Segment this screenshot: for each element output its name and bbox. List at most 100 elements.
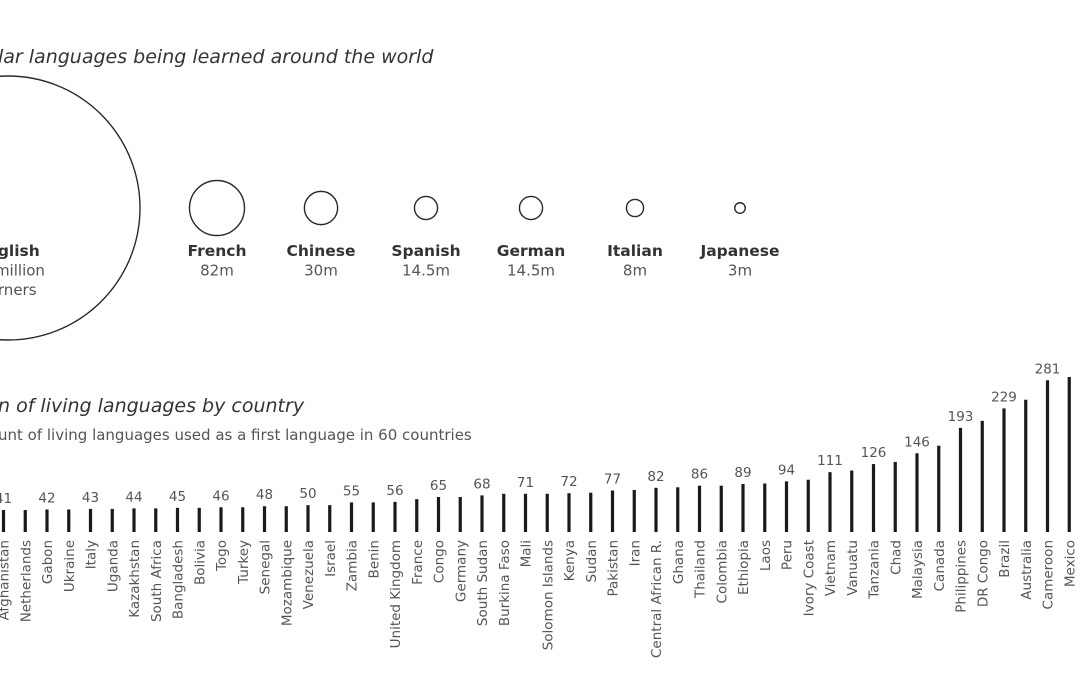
category-label: Ivory Coast <box>801 540 817 616</box>
category-label: Ethiopia <box>736 540 752 595</box>
data-label: 48 <box>256 487 273 503</box>
bar-cameroon <box>1045 380 1050 532</box>
bar-pakistan <box>610 490 615 532</box>
bar-australia <box>1024 399 1028 532</box>
category-label: Central African R. <box>649 540 665 658</box>
bubble-label-french: French <box>187 242 246 260</box>
bar-mali <box>523 493 528 532</box>
category-label: Peru <box>780 540 796 570</box>
category-label: Laos <box>758 540 774 571</box>
category-label: Bolivia <box>192 540 208 585</box>
data-label: 50 <box>299 486 316 502</box>
bubble-german <box>518 195 544 221</box>
data-label: 68 <box>473 476 490 492</box>
category-label: DR Congo <box>975 540 991 607</box>
category-label: Senegal <box>258 540 274 594</box>
category-label: Iran <box>627 540 643 566</box>
bar-germany <box>458 497 462 532</box>
bar-uganda <box>110 508 114 532</box>
data-label: 45 <box>169 489 186 505</box>
bubble-chart: English 00 millionearners French 82m Chinese… <box>0 75 780 341</box>
bar-afghanistan <box>1 510 6 532</box>
bar-sudan <box>589 492 593 532</box>
category-label: Brazil <box>997 540 1013 578</box>
category-label: Congo <box>432 540 448 583</box>
bar-chart: Afghanistan Netherlands Gabon Ukraine Italy U… <box>0 361 1078 658</box>
bar-ivory-coast <box>806 479 810 532</box>
bar-bolivia <box>197 507 201 532</box>
bar-canada <box>937 445 941 532</box>
category-label: Israel <box>323 540 339 577</box>
bar-mexico <box>1067 377 1071 532</box>
data-label: 41 <box>0 491 12 507</box>
data-label: 72 <box>560 474 577 490</box>
bar-malaysia <box>915 453 919 532</box>
data-label: 281 <box>1035 361 1061 377</box>
category-label: Thailand <box>693 540 709 599</box>
category-label: Germany <box>453 540 469 602</box>
data-label: 46 <box>212 488 229 504</box>
data-label: 44 <box>125 489 142 505</box>
data-label: 86 <box>691 467 708 483</box>
bubble-label-german: German <box>497 242 566 260</box>
bubble-label-spanish: Spanish <box>391 242 460 260</box>
category-label: Vietnam <box>823 540 839 596</box>
data-label: 55 <box>343 483 360 499</box>
bubble-japanese <box>734 202 746 214</box>
bar-zambia <box>349 502 354 532</box>
bar-ghana <box>676 487 680 532</box>
category-label: Philippines <box>954 540 970 613</box>
bar-tanzania <box>871 464 876 532</box>
data-label: 82 <box>647 469 664 485</box>
bubble-value-japanese: 3m <box>728 262 752 280</box>
bar-israel <box>328 505 332 532</box>
category-label: Malaysia <box>910 540 926 599</box>
category-label: Kenya <box>562 540 578 581</box>
data-label: 42 <box>38 490 55 506</box>
category-label: Burkina Faso <box>497 540 513 626</box>
category-label: Kazakhstan <box>127 540 143 618</box>
category-label: Cameroon <box>1041 540 1057 609</box>
data-label: 65 <box>430 478 447 494</box>
bubble-value-english: earners <box>0 281 37 299</box>
bar-congo <box>436 497 441 532</box>
category-label: Ukraine <box>62 540 78 592</box>
data-label: 126 <box>861 445 887 461</box>
bubble-french <box>188 179 246 237</box>
category-label: South Sudan <box>475 540 491 626</box>
category-label: Bangladesh <box>171 540 187 619</box>
bar-laos <box>763 483 767 532</box>
bubble-english <box>0 75 141 341</box>
bar-chad <box>893 461 897 532</box>
category-label: United Kingdom <box>388 540 404 648</box>
bar-togo <box>219 507 223 532</box>
bubbles-title: lar languages being learned around the w… <box>0 46 434 68</box>
bar-venezuela <box>306 505 310 532</box>
category-label: Venezuela <box>301 540 317 609</box>
data-label: 43 <box>82 490 99 506</box>
category-label: Mexico <box>1062 540 1078 587</box>
bar-france <box>415 499 419 532</box>
bar-bangladesh <box>175 507 180 532</box>
bar-mozambique <box>284 506 288 532</box>
category-label: Sudan <box>584 540 600 583</box>
bubble-value-chinese: 30m <box>304 262 338 280</box>
data-label: 89 <box>734 465 751 481</box>
bars-subtitle: unt of living languages used as a first … <box>0 426 472 444</box>
data-label: 229 <box>991 389 1017 405</box>
bubble-italian <box>625 198 645 218</box>
bar-philippines <box>958 427 963 532</box>
bar-benin <box>371 502 375 532</box>
bar-gabon <box>45 509 49 532</box>
bubble-value-german: 14.5m <box>507 262 555 280</box>
bubble-value-italian: 8m <box>623 262 647 280</box>
category-label: Vanuatu <box>845 540 861 596</box>
bar-dr-congo <box>980 420 984 532</box>
data-label: 193 <box>948 409 974 425</box>
category-label: Benin <box>366 540 382 578</box>
bubble-label-chinese: Chinese <box>286 242 355 260</box>
bubble-value-spanish: 14.5m <box>402 262 450 280</box>
bar-burkina-faso <box>502 493 506 532</box>
category-label: Solomon Islands <box>540 540 556 650</box>
bubble-value-english: 00 million <box>0 262 45 280</box>
